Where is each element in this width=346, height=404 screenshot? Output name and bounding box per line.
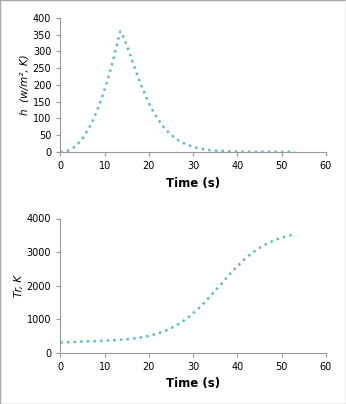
X-axis label: Time (s): Time (s)	[166, 377, 220, 390]
Y-axis label: h  (w/m², K): h (w/m², K)	[20, 55, 30, 115]
Y-axis label: Tr, K: Tr, K	[14, 274, 24, 297]
X-axis label: Time (s): Time (s)	[166, 177, 220, 189]
